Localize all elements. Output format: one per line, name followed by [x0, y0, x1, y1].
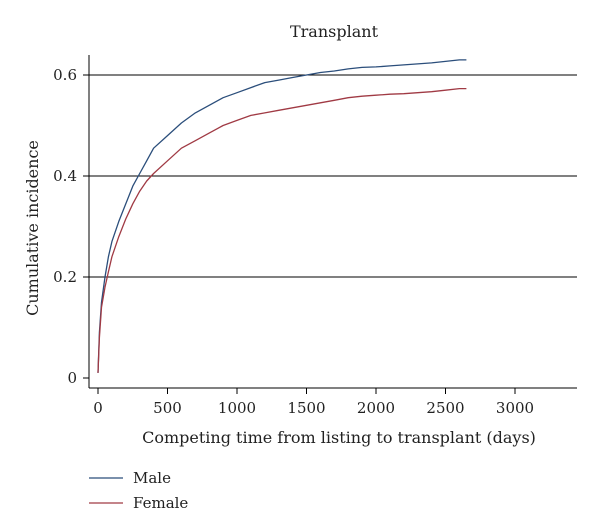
x-tick-label: 3000 — [496, 399, 534, 417]
legend: Male Female — [89, 469, 188, 512]
legend-label-female: Female — [133, 494, 188, 512]
y-tick-label: 0.4 — [53, 167, 77, 185]
series-line-female — [97, 87, 467, 373]
series-layer — [97, 59, 467, 373]
gridlines — [89, 74, 577, 278]
y-axis-label: Cumulative incidence — [23, 140, 42, 316]
axes — [88, 55, 577, 389]
series-line-male — [97, 59, 467, 373]
x-tick-label: 0 — [93, 399, 103, 417]
legend-label-male: Male — [133, 469, 171, 487]
x-axis-ticks: 0 500 1000 1500 2000 2500 3000 — [93, 388, 534, 417]
x-tick-label: 2000 — [357, 399, 395, 417]
y-tick-label: 0.2 — [53, 268, 77, 286]
x-tick-label: 1500 — [287, 399, 325, 417]
y-tick-label: 0 — [67, 369, 77, 387]
x-tick-label: 500 — [153, 399, 182, 417]
x-axis-label: Competing time from listing to transplan… — [142, 428, 536, 447]
y-tick-label: 0.6 — [53, 66, 77, 84]
x-tick-label: 2500 — [426, 399, 464, 417]
chart-title: Transplant — [290, 22, 379, 41]
y-axis-ticks: 0 0.2 0.4 0.6 — [53, 66, 89, 387]
x-tick-label: 1000 — [218, 399, 256, 417]
